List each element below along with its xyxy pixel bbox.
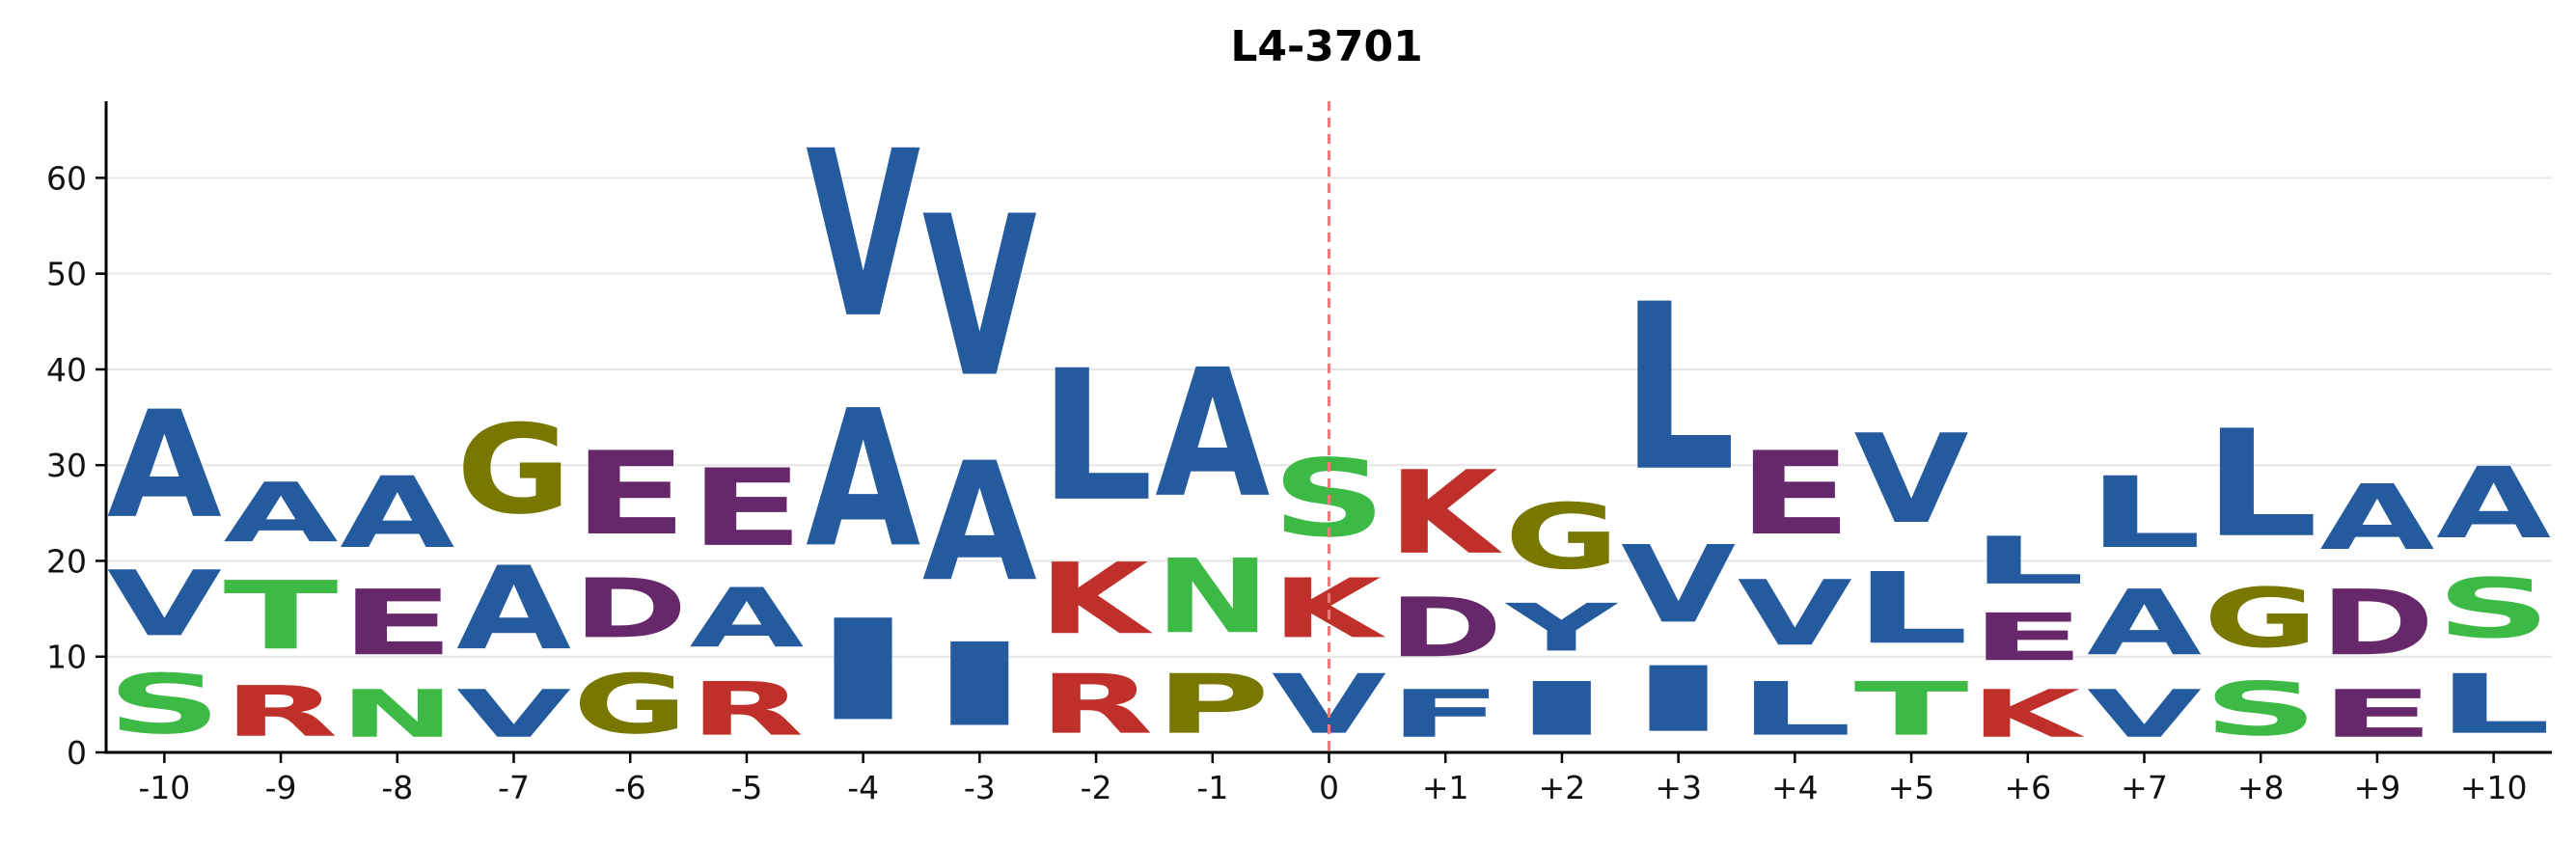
y-tick-label: 60 — [46, 159, 87, 197]
y-tick-label: 20 — [46, 542, 87, 580]
chart-title: L4-3701 — [1230, 22, 1422, 71]
logo-letter: A — [922, 428, 1037, 618]
logo-letter: I — [922, 618, 1037, 751]
logo-letter: V — [806, 102, 920, 369]
logo-letter: A — [224, 466, 339, 560]
logo-letter: V — [1272, 658, 1386, 752]
logo-letter: R — [689, 667, 804, 752]
x-tick-label: -8 — [381, 769, 413, 806]
x-tick-label: -7 — [498, 769, 530, 806]
logo-letter: S — [2204, 668, 2318, 752]
x-tick-label: +10 — [2460, 769, 2528, 806]
logo-letter: D — [573, 561, 688, 657]
logo-letter: E — [1970, 600, 2085, 676]
logo-letter: G — [456, 398, 571, 541]
logo-letter: K — [1970, 676, 2085, 752]
x-tick-label: -1 — [1196, 769, 1228, 806]
logo-letter: E — [2319, 676, 2434, 752]
logo-letter: V — [1854, 409, 1969, 552]
logo-letter: E — [689, 447, 804, 570]
x-tick-label: +4 — [1771, 769, 1819, 806]
logo-letter: A — [2319, 465, 2434, 570]
logo-letter: A — [1155, 331, 1270, 536]
y-tick-label: 30 — [46, 447, 87, 484]
x-tick-label: +5 — [1888, 769, 1935, 806]
logo-letter: I — [1504, 667, 1619, 752]
logo-letter: L — [1621, 257, 1736, 523]
y-tick-label: 0 — [67, 734, 87, 772]
logo-letter: A — [689, 571, 804, 666]
logo-letter: S — [107, 657, 222, 752]
logo-letter: P — [1155, 657, 1270, 752]
x-tick-label: -3 — [964, 769, 996, 806]
x-tick-label: +1 — [1422, 769, 1469, 806]
logo-letter: A — [340, 455, 454, 570]
logo-letter: I — [1621, 647, 1736, 752]
logo-letter: A — [806, 370, 920, 589]
x-tick-label: +8 — [2237, 769, 2285, 806]
logo-letter: I — [806, 590, 920, 752]
logo-letter: L — [1854, 553, 1969, 667]
logo-glyphs: SVARTANEAVAGGDERAEIAVIAVRKLPNAVKSFDKIYGI… — [107, 102, 2551, 752]
logo-letter: L — [1039, 333, 1154, 542]
logo-letter: R — [224, 671, 339, 752]
x-tick-label: -6 — [615, 769, 646, 806]
logo-letter: T — [224, 561, 339, 670]
x-tick-label: +7 — [2121, 769, 2168, 806]
logo-letter: N — [1155, 537, 1270, 657]
logo-letter: K — [1388, 447, 1503, 580]
logo-letter: L — [1738, 667, 1852, 752]
x-tick-label: -5 — [730, 769, 762, 806]
logo-letter: Y — [1503, 589, 1619, 666]
x-tick-label: +3 — [1655, 769, 1702, 806]
logo-letter: K — [1039, 542, 1154, 656]
x-tick-label: +2 — [1539, 769, 1586, 806]
logo-letter: R — [1039, 657, 1154, 752]
logo-letter: E — [573, 428, 688, 561]
y-tick-label: 50 — [46, 256, 87, 293]
y-tick-label: 10 — [46, 639, 87, 676]
x-tick-label: -2 — [1081, 769, 1112, 806]
logo-letter: A — [2087, 571, 2202, 676]
logo-letter: V — [1738, 561, 1852, 667]
logo-letter: E — [1738, 428, 1852, 561]
logo-letter: L — [2204, 399, 2318, 570]
x-tick-label: -10 — [138, 769, 190, 806]
logo-letter: V — [922, 169, 1037, 426]
logo-letter: D — [1388, 581, 1503, 676]
x-tick-label: 0 — [1319, 769, 1339, 806]
logo-letter: S — [2436, 561, 2551, 657]
x-tick-label: +9 — [2354, 769, 2401, 806]
x-tick-label: -4 — [847, 769, 879, 806]
logo-letter: V — [2087, 676, 2202, 752]
logo-letter: L — [2436, 657, 2551, 752]
logo-letter: F — [1388, 676, 1503, 752]
logo-letter: E — [340, 570, 454, 675]
logo-letter: A — [2436, 446, 2551, 560]
logo-letter: L — [2087, 456, 2202, 570]
logo-letter: T — [1854, 667, 1969, 752]
logo-letter: A — [456, 543, 571, 676]
logo-letter: V — [1621, 523, 1736, 647]
logo-letter: L — [1970, 524, 2085, 600]
logo-letter: A — [107, 380, 222, 551]
logo-letter: V — [456, 676, 571, 752]
x-tick-label: -9 — [265, 769, 297, 806]
x-tick-label: +6 — [2004, 769, 2051, 806]
logo-letter: G — [573, 657, 688, 752]
logo-letter: D — [2319, 571, 2434, 676]
logo-letter: G — [2204, 571, 2318, 667]
logo-letter: N — [340, 677, 454, 753]
logo-letter: G — [1504, 484, 1619, 589]
y-tick-label: 40 — [46, 351, 87, 389]
logo-letter: V — [107, 552, 222, 657]
